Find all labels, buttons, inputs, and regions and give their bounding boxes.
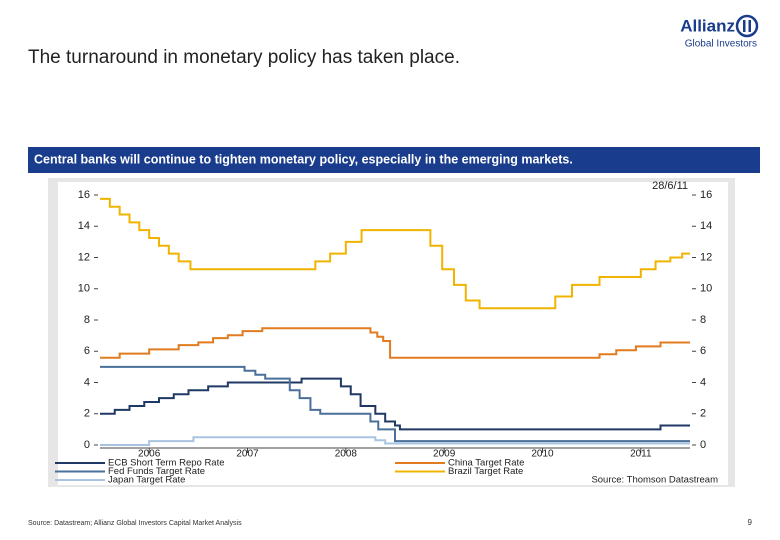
logo-text: Allianz	[680, 16, 735, 35]
x-tick-label: 2007	[236, 449, 259, 460]
x-tick-label: 2008	[335, 449, 358, 460]
y-tick-label: 6	[84, 345, 90, 357]
y2-tick-label: 8	[700, 314, 706, 326]
x-tick-label: 2011	[630, 449, 652, 460]
x-tick-label: 2010	[531, 449, 554, 460]
legend-label: Brazil Target Rate	[448, 466, 523, 477]
y-tick-label: 4	[84, 376, 90, 388]
y2-tick-label: 4	[700, 376, 706, 388]
banner	[28, 147, 760, 173]
logo-mark	[743, 20, 746, 32]
y2-tick-label: 12	[700, 251, 712, 263]
y2-tick-label: 14	[700, 220, 712, 232]
y2-tick-label: 2	[700, 408, 706, 420]
x-tick-label: 2006	[138, 449, 161, 460]
chart: 28/6/11 0 2 4 6 8 10 12 14 16 0 2 4 6 8 10 12 14 16 2006 200…	[55, 180, 718, 486]
y2-tick-label: 10	[700, 283, 712, 295]
y2-tick-label: 16	[700, 189, 712, 201]
y-tick-label: 8	[84, 314, 90, 326]
y-tick-label: 14	[78, 220, 90, 232]
series-line	[100, 377, 690, 431]
y2-tick-label: 0	[700, 439, 706, 451]
y2-tick-label: 6	[700, 345, 706, 357]
series-line	[100, 197, 690, 310]
series-line	[100, 327, 690, 359]
series-line	[100, 365, 690, 443]
series-line	[100, 436, 690, 446]
page-number: 9	[748, 518, 753, 527]
chart-note: Source: Thomson Datastream	[591, 475, 718, 486]
legend-label: ECB Short Term Repo Rate	[108, 458, 225, 469]
legend-label: China Target Rate	[448, 458, 524, 469]
logo-subtext: Global Investors	[685, 39, 757, 50]
y-tick-label: 0	[84, 439, 90, 451]
plot-area	[58, 182, 728, 485]
y-tick-label: 16	[78, 189, 90, 201]
x-tick-label: 2009	[433, 449, 456, 460]
footer-source: Source: Datastream; Allianz Global Inves…	[28, 520, 242, 527]
y-tick-label: 2	[84, 408, 90, 420]
logo-mark	[735, 14, 759, 38]
slide-title: The turnaround in monetary policy has ta…	[28, 47, 460, 68]
date-label: 28/6/11	[652, 180, 688, 192]
banner-text: Central banks will continue to tighten m…	[34, 152, 573, 166]
legend-label: Fed Funds Target Rate	[108, 466, 205, 477]
y-tick-label: 10	[78, 283, 90, 295]
logo-mark	[748, 20, 751, 32]
legend-label: Japan Target Rate	[108, 475, 185, 486]
y-tick-label: 12	[78, 251, 90, 263]
